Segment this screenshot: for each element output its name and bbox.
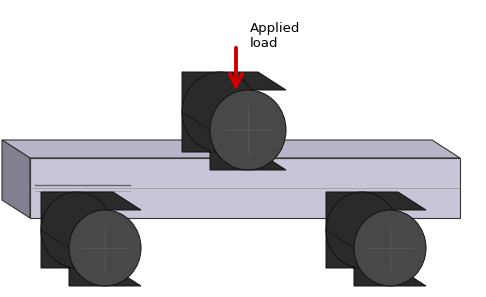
Polygon shape: [2, 140, 30, 218]
Ellipse shape: [182, 72, 258, 152]
Polygon shape: [30, 158, 460, 218]
Ellipse shape: [354, 210, 426, 286]
Polygon shape: [2, 140, 460, 158]
Polygon shape: [182, 72, 286, 170]
Ellipse shape: [41, 192, 113, 268]
Ellipse shape: [326, 192, 398, 268]
Ellipse shape: [69, 210, 141, 286]
Polygon shape: [41, 192, 141, 286]
Ellipse shape: [210, 90, 286, 170]
Text: Applied
load: Applied load: [250, 22, 300, 50]
Polygon shape: [326, 192, 426, 286]
